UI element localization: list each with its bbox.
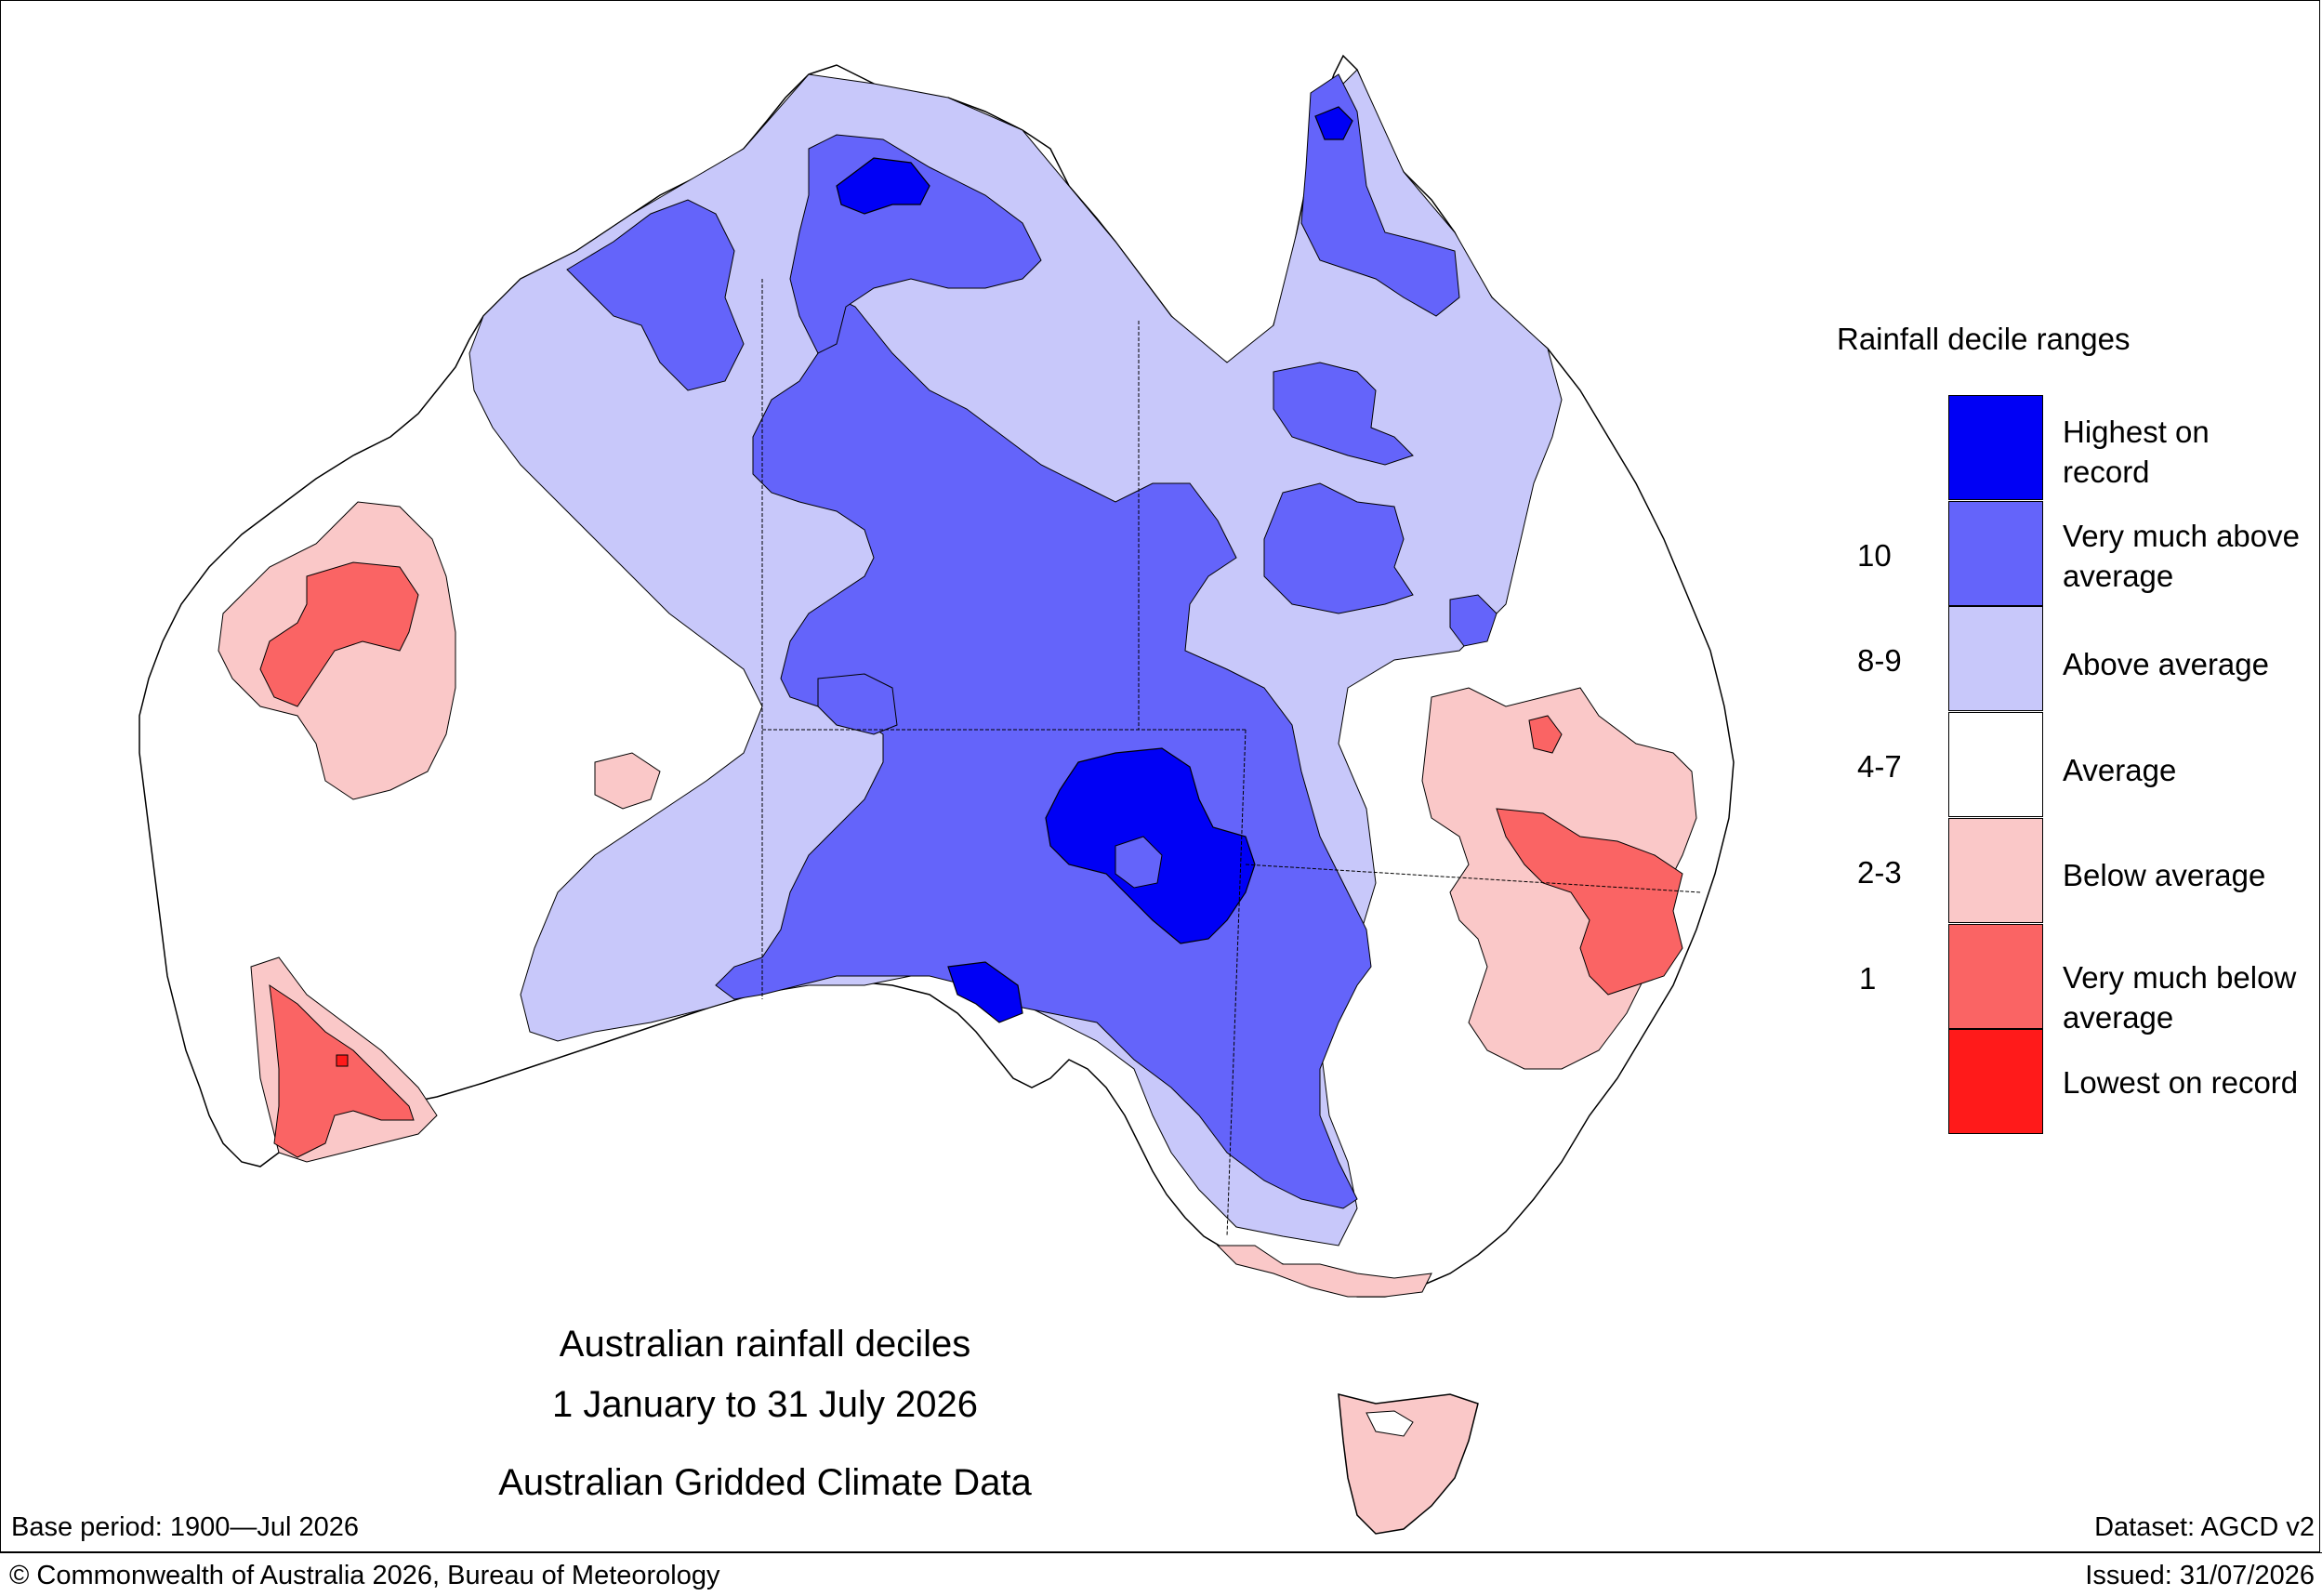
legend-label: Above average (2063, 647, 2269, 681)
very-much-above-qld-central (1263, 482, 1414, 614)
legend-swatch (1948, 500, 2043, 606)
legend-label: Highest on record (2063, 415, 2210, 489)
border-sa-east (1226, 729, 1247, 1237)
lowest-on-record-region (336, 1054, 349, 1067)
very-much-above-kimberley (566, 199, 745, 391)
very-much-above-central (715, 287, 1372, 1209)
very-much-below-qld-spot (1528, 715, 1563, 754)
very-much-above-qld-east (1449, 594, 1497, 647)
very-much-below-pilbara (259, 561, 419, 707)
below-average-victoria (1216, 1245, 1432, 1298)
state-borders (761, 279, 1702, 1237)
highest-on-record-cape-york (1314, 106, 1353, 140)
legend-label: Very much below average (2063, 960, 2297, 1035)
base-period-label: Base period: 1900—Jul 2026 (11, 1512, 360, 1542)
map-period: 1 January to 31 July 2026 (551, 1384, 979, 1425)
legend-swatch (1948, 395, 2043, 500)
legend-label: Average (2063, 753, 2177, 787)
highest-on-record-region (836, 106, 1353, 1023)
highest-on-record-sa-gulf (947, 961, 1023, 1023)
legend-range-label: 2-3 (1857, 854, 1902, 890)
legend-label: Below average (2063, 858, 2266, 892)
very-much-above-qld-west (1273, 362, 1414, 466)
lowest-on-record-southwest (336, 1054, 349, 1067)
legend-swatch (1948, 817, 2043, 923)
tasmania-average-patch (1365, 1410, 1414, 1437)
legend-swatch (1948, 712, 2043, 818)
legend-title: Rainfall decile ranges (1837, 322, 2131, 356)
legend-swatch (1948, 923, 2043, 1029)
legend-range-label: 4-7 (1857, 749, 1902, 785)
issued-label: Issued: 31/07/2026 (2085, 1561, 2315, 1590)
copyright-label: © Commonwealth of Australia 2026, Bureau… (9, 1561, 720, 1590)
legend-swatch (1948, 606, 2043, 712)
map-frame (0, 0, 2320, 1552)
legend-range-label: 8-9 (1857, 643, 1902, 679)
map-source: Australian Gridded Climate Data (498, 1462, 1032, 1503)
average-inside-lake-eyre (1115, 836, 1163, 889)
map-title: Australian rainfall deciles (559, 1324, 971, 1365)
tasmania-outline (1338, 1393, 1479, 1535)
legend-range-label: 10 (1857, 537, 1892, 573)
below-average-wa-central (594, 752, 661, 810)
legend-label: Very much above average (2063, 519, 2300, 593)
legend-swatch (1948, 1029, 2043, 1135)
very-much-below-southwest (269, 983, 415, 1158)
highest-on-record-top-end (836, 157, 930, 215)
border-qld-nsw (1245, 864, 1702, 893)
very-much-below-region (259, 561, 1683, 1158)
footer-divider (0, 1552, 2322, 1553)
legend-label: Lowest on record (2063, 1065, 2299, 1100)
legend-range-label: 1 (1859, 960, 1877, 996)
tasmania (1338, 1393, 1479, 1535)
dataset-label: Dataset: AGCD v2 (2094, 1512, 2315, 1542)
